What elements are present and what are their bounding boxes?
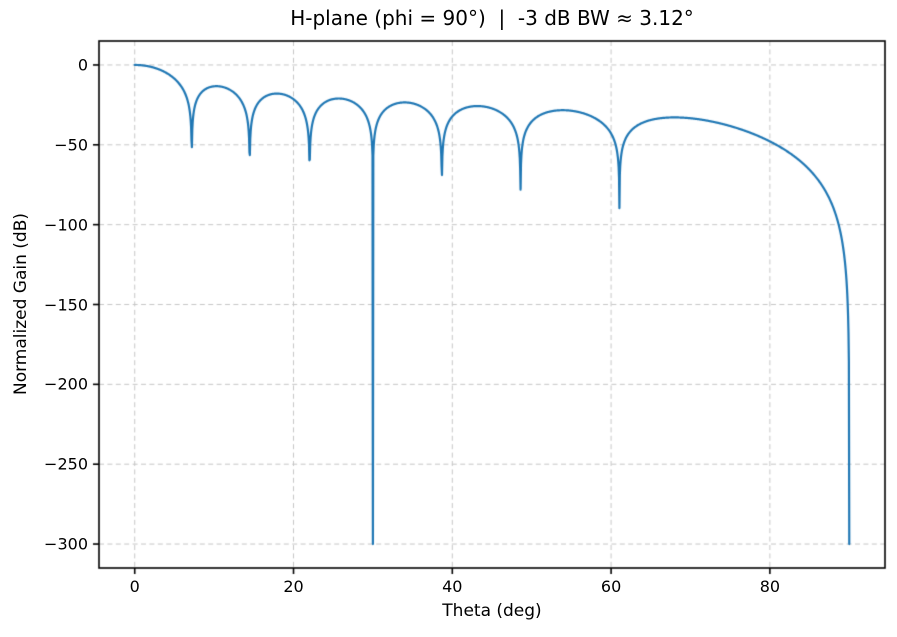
y-tick-label: −150 (44, 295, 88, 314)
x-tick-label: 20 (283, 577, 304, 596)
chart-title: H-plane (phi = 90°) | -3 dB BW ≈ 3.12° (290, 6, 694, 30)
x-tick-label: 60 (600, 577, 622, 596)
y-tick-label: −100 (44, 215, 88, 235)
y-tick-label: 0 (77, 55, 88, 75)
y-tick-label: −200 (44, 374, 88, 394)
x-tick-label: 40 (442, 577, 463, 596)
y-tick-label: −50 (54, 135, 88, 155)
x-tick-label: 80 (759, 577, 781, 596)
x-axis-label: Theta (deg) (442, 601, 542, 621)
y-axis-label: Normalized Gain (dB) (11, 212, 31, 396)
y-tick-label: −300 (44, 534, 88, 554)
x-tick-label: 0 (129, 577, 140, 596)
y-tick-label: −250 (44, 454, 88, 474)
